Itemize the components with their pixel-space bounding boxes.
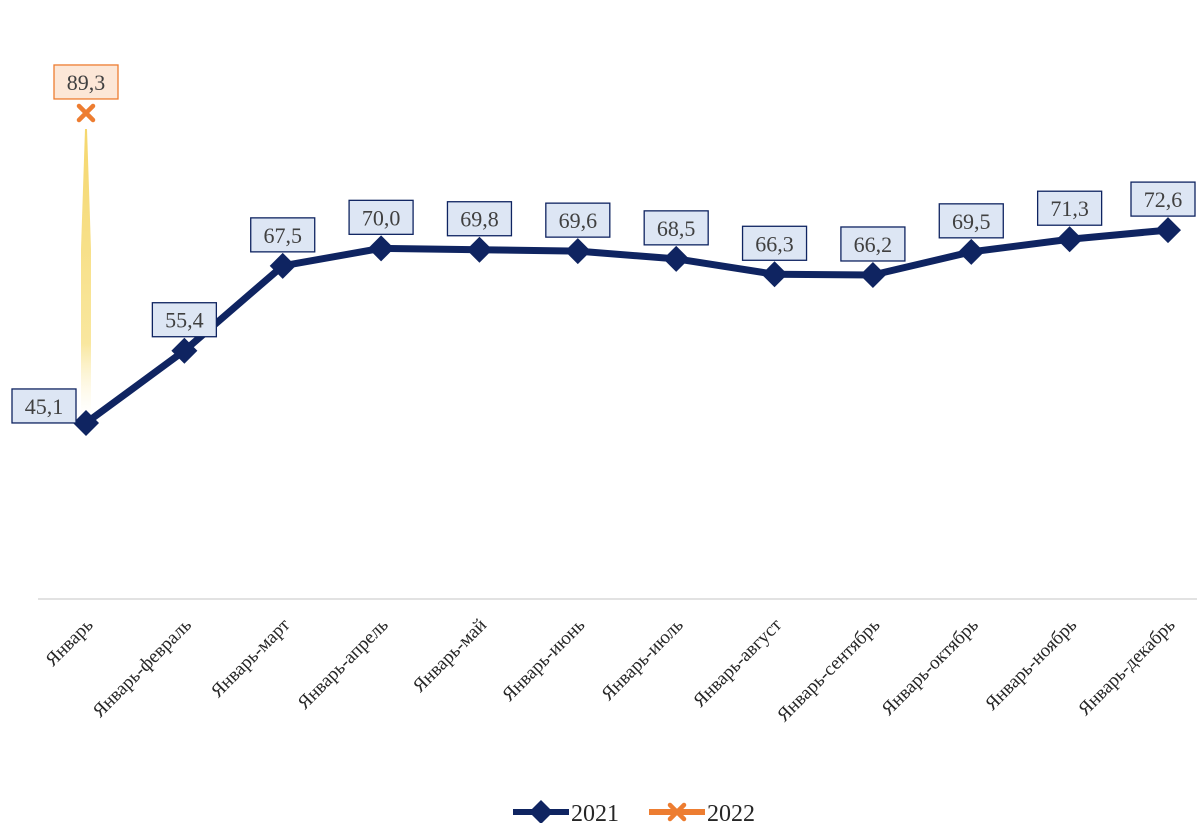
- data-label-text: 66,3: [755, 231, 794, 256]
- data-label-text: 55,4: [165, 308, 204, 333]
- data-label-text: 69,6: [559, 208, 598, 233]
- x-tick-label-9: Январь-октябрь: [878, 614, 983, 719]
- x-tick-label-3: Январь-апрель: [294, 614, 393, 713]
- series-2021-point-9: [958, 239, 984, 265]
- series-2021-data-label-4: 69,8: [447, 202, 511, 236]
- series-2022-point-0: [79, 106, 93, 120]
- series-2021-data-label-2: 67,5: [251, 218, 315, 252]
- series-2021-data-label-7: 66,3: [743, 226, 807, 260]
- series-2021-point-3: [368, 235, 394, 261]
- data-label-text: 71,3: [1050, 196, 1089, 221]
- x-tick-label-4: Январь-май: [409, 615, 491, 697]
- x-tick-label-6: Январь-июль: [598, 614, 688, 704]
- series-2021-data-label-11: 72,6: [1131, 182, 1195, 216]
- x-tick-label-10: Январь-ноябрь: [981, 614, 1081, 714]
- series-2021-line: [86, 230, 1168, 423]
- x-tick-label-7: Январь-август: [689, 614, 786, 711]
- data-label-text: 67,5: [263, 223, 302, 248]
- series-2021-data-label-3: 70,0: [349, 200, 413, 234]
- legend-item-2021: 2021: [513, 800, 619, 823]
- series-2021-point-10: [1057, 226, 1083, 252]
- series-2021-data-label-10: 71,3: [1038, 191, 1102, 225]
- series-2021-point-8: [860, 262, 886, 288]
- data-label-text: 66,2: [854, 232, 893, 257]
- series-2021-point-4: [466, 237, 492, 263]
- series-2021-data-label-1: 55,4: [152, 303, 216, 337]
- series-2021-data-label-6: 68,5: [644, 211, 708, 245]
- legend-label: 2022: [707, 801, 755, 823]
- series-2021-data-label-0: 45,1: [12, 389, 76, 423]
- series-2021-point-5: [565, 238, 591, 264]
- series-2021-data-label-5: 69,6: [546, 203, 610, 237]
- data-label-text: 69,5: [952, 209, 991, 234]
- trend-arrow-annotation: [81, 129, 91, 415]
- legend-label: 2021: [571, 801, 619, 823]
- data-label-text: 68,5: [657, 216, 696, 241]
- x-tick-label-1: Январь-февраль: [89, 614, 196, 721]
- x-tick-label-8: Январь-сентябрь: [773, 614, 885, 726]
- x-tick-label-5: Январь-июнь: [498, 614, 589, 705]
- series-2021-data-label-9: 69,5: [939, 204, 1003, 238]
- data-label-text: 72,6: [1144, 187, 1183, 212]
- data-label-text: 45,1: [25, 394, 64, 419]
- series-2022-data-label-0: 89,3: [54, 65, 118, 99]
- series-2021-point-7: [762, 261, 788, 287]
- legend-item-2022: 2022: [649, 801, 755, 823]
- data-label-text: 69,8: [460, 207, 499, 232]
- legend: 2021 2022: [513, 800, 755, 823]
- data-label-text: 89,3: [67, 70, 106, 95]
- series-2021-point-6: [663, 246, 689, 272]
- x-tick-label-2: Январь-март: [207, 614, 295, 702]
- x-tick-label-0: Январь: [42, 614, 98, 670]
- series-2021-point-11: [1155, 217, 1181, 243]
- series-2021-data-label-8: 66,2: [841, 227, 905, 261]
- x-tick-label-11: Январь-декабрь: [1074, 614, 1179, 719]
- data-label-text: 70,0: [362, 205, 401, 230]
- legend-diamond-marker: [529, 800, 553, 823]
